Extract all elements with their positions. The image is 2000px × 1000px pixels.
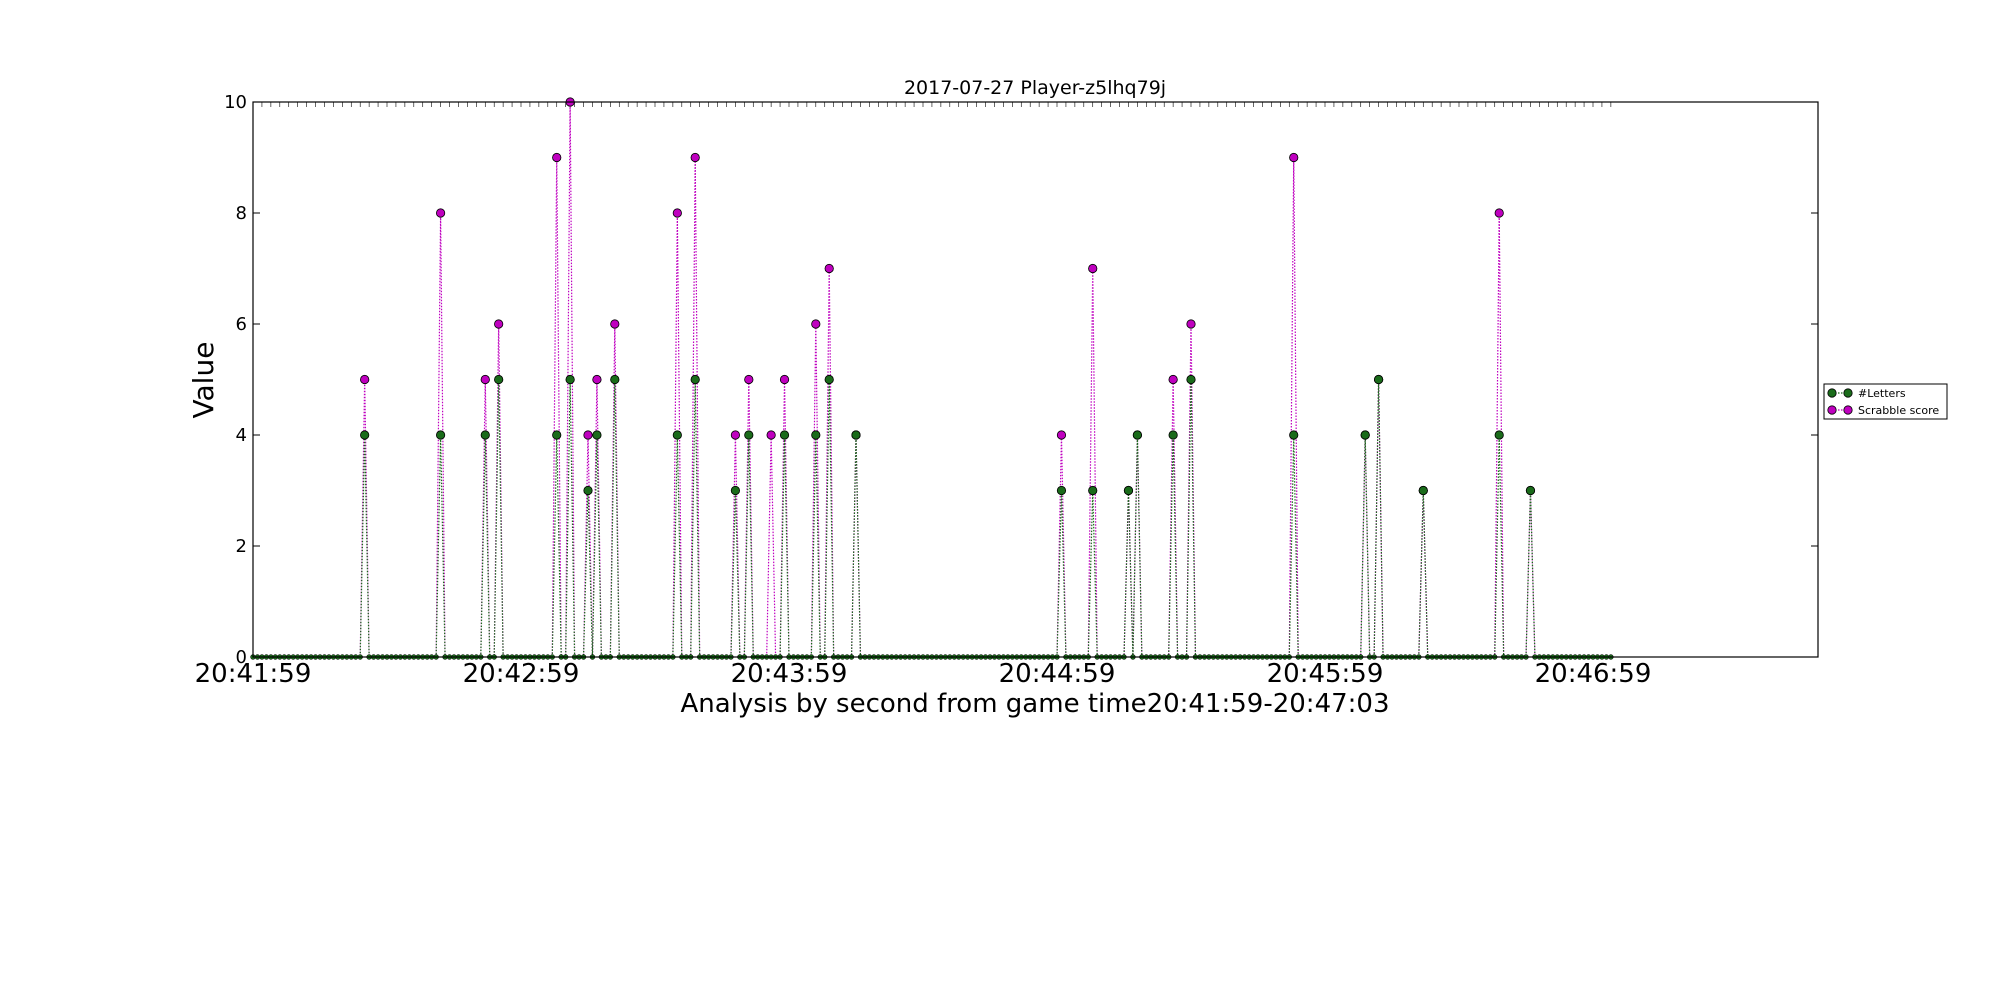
data-point-scrabble <box>824 263 834 274</box>
data-point-scrabble <box>494 319 504 329</box>
series-line-scrabble <box>253 101 1611 658</box>
data-point-letters <box>1186 374 1196 385</box>
data-point-letters <box>1168 430 1178 440</box>
data-point-scrabble <box>592 374 602 385</box>
legend-frame <box>1823 383 1948 420</box>
data-point-letters <box>690 374 700 385</box>
data-point-scrabble <box>360 374 370 385</box>
data-point-letters <box>360 430 370 440</box>
data-point-scrabble <box>1168 374 1178 385</box>
x-tick-label: 20:46:59 <box>1535 659 1652 689</box>
y-tick-label: 0 <box>236 647 247 668</box>
data-point-scrabble <box>1088 263 1098 274</box>
data-point-letters <box>1494 430 1504 440</box>
x-axis-label: Analysis by second from game time20:41:5… <box>681 689 1390 719</box>
data-point-letters <box>1088 485 1098 496</box>
data-point-letters <box>435 430 446 440</box>
data-point-scrabble <box>779 374 790 385</box>
data-point-letters <box>1123 485 1134 496</box>
data-point-letters <box>552 430 562 440</box>
data-point-letters <box>1418 485 1428 496</box>
data-point-letters <box>565 374 575 385</box>
series-line-letters <box>253 379 1611 658</box>
y-tick-label: 4 <box>236 425 247 446</box>
y-tick-label: 8 <box>236 203 247 224</box>
data-point-scrabble <box>690 152 700 163</box>
data-point-letters <box>1360 430 1370 440</box>
data-point-letters <box>1374 374 1384 385</box>
data-point-letters <box>824 374 834 385</box>
series-points <box>250 97 1614 660</box>
x-tick-label: 20:42:59 <box>463 659 580 689</box>
data-point-letters <box>730 485 741 496</box>
data-point-letters <box>494 374 504 385</box>
data-point-letters <box>1056 485 1067 496</box>
x-tick-label: 20:41:59 <box>195 659 312 689</box>
data-point-letters <box>1525 485 1536 496</box>
data-point-letters <box>592 430 602 440</box>
y-tick-label: 2 <box>236 536 247 557</box>
data-point-scrabble <box>744 374 754 385</box>
data-point-letters <box>744 430 754 440</box>
data-point-scrabble <box>1289 152 1299 163</box>
data-point-letters <box>610 374 620 385</box>
legend-letters-label: #Letters <box>1858 387 1906 400</box>
legend-scrabble-marker <box>1843 405 1853 415</box>
x-tick-label: 20:44:59 <box>999 659 1116 689</box>
legend-letters-marker <box>1827 388 1837 398</box>
y-tick-label: 10 <box>224 92 247 113</box>
data-point-scrabble <box>435 208 446 218</box>
legend-scrabble-label: Scrabble score <box>1858 404 1939 417</box>
data-point-letters <box>779 430 790 440</box>
data-point-letters <box>583 485 593 496</box>
data-point-letters <box>1132 430 1143 440</box>
data-point-scrabble <box>730 430 741 440</box>
legend-scrabble-marker <box>1827 405 1837 415</box>
data-point-scrabble <box>552 152 562 163</box>
data-point-scrabble <box>1186 319 1196 329</box>
data-point-letters <box>480 430 490 440</box>
chart-title: 2017-07-27 Player-z5lhq79j <box>904 77 1166 99</box>
plot-frame <box>252 101 1819 658</box>
y-axis-ticks: 0 2 4 6 8 10 <box>224 92 1818 668</box>
series-lines <box>253 101 1611 658</box>
legend-letters-marker <box>1843 388 1853 398</box>
legend: #Letters Scrabble score <box>1823 383 1948 420</box>
x-tick-label: 20:45:59 <box>1267 659 1384 689</box>
data-point-scrabble <box>610 319 620 329</box>
data-point-letters <box>811 430 821 440</box>
top-minor-ticks <box>252 102 1612 107</box>
y-tick-label: 6 <box>236 314 247 335</box>
data-point-scrabble <box>672 208 682 218</box>
data-point-scrabble <box>766 430 776 440</box>
y-axis-label: Value <box>187 342 220 419</box>
data-point-scrabble <box>583 430 593 440</box>
x-tick-label: 20:43:59 <box>731 659 848 689</box>
data-point-scrabble <box>1494 208 1504 218</box>
data-point-letters <box>672 430 682 440</box>
data-point-letters <box>1289 430 1299 440</box>
data-point-scrabble <box>480 374 490 385</box>
x-axis-ticks: 20:41:59 20:42:59 20:43:59 20:44:59 20:45:59… <box>195 659 1652 689</box>
data-point-letters <box>851 430 861 440</box>
data-point-scrabble <box>811 319 821 329</box>
data-point-scrabble <box>1056 430 1067 440</box>
